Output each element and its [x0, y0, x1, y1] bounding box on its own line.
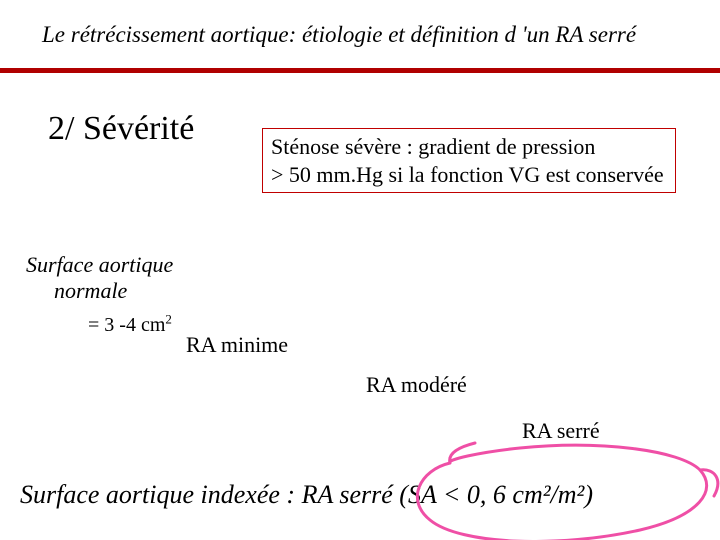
- surface-normal-line2: normale: [26, 278, 173, 304]
- definition-line1: Sténose sévère : gradient de pression: [271, 133, 667, 161]
- normal-value-sup: 2: [165, 311, 172, 326]
- slide-title-text: Le rétrécissement aortique: étiologie et…: [42, 22, 636, 47]
- ra-serre-text: RA serré: [522, 418, 600, 443]
- slide-title: Le rétrécissement aortique: étiologie et…: [42, 22, 636, 48]
- footer-line: Surface aortique indexée : RA serré (SA …: [20, 480, 593, 510]
- ra-serre-label: RA serré: [522, 418, 600, 444]
- ra-modere-label: RA modéré: [366, 372, 467, 398]
- slide-root: Le rétrécissement aortique: étiologie et…: [0, 0, 720, 540]
- surface-normal-line1: Surface aortique: [26, 252, 173, 278]
- ra-modere-text: RA modéré: [366, 372, 467, 397]
- normal-value: = 3 -4 cm2: [88, 314, 172, 337]
- footer-text: Surface aortique indexée : RA serré (SA …: [20, 480, 593, 509]
- title-underline: [0, 68, 720, 73]
- section-heading: 2/ Sévérité: [48, 110, 194, 148]
- definition-box: Sténose sévère : gradient de pression > …: [262, 128, 676, 193]
- ra-minime-label: RA minime: [186, 332, 288, 358]
- normal-value-prefix: = 3 -4 cm: [88, 314, 165, 336]
- surface-normal-label: Surface aortique normale: [26, 252, 173, 304]
- section-heading-text: 2/ Sévérité: [48, 110, 194, 147]
- ra-minime-text: RA minime: [186, 332, 288, 357]
- definition-line2: > 50 mm.Hg si la fonction VG est conserv…: [271, 161, 667, 189]
